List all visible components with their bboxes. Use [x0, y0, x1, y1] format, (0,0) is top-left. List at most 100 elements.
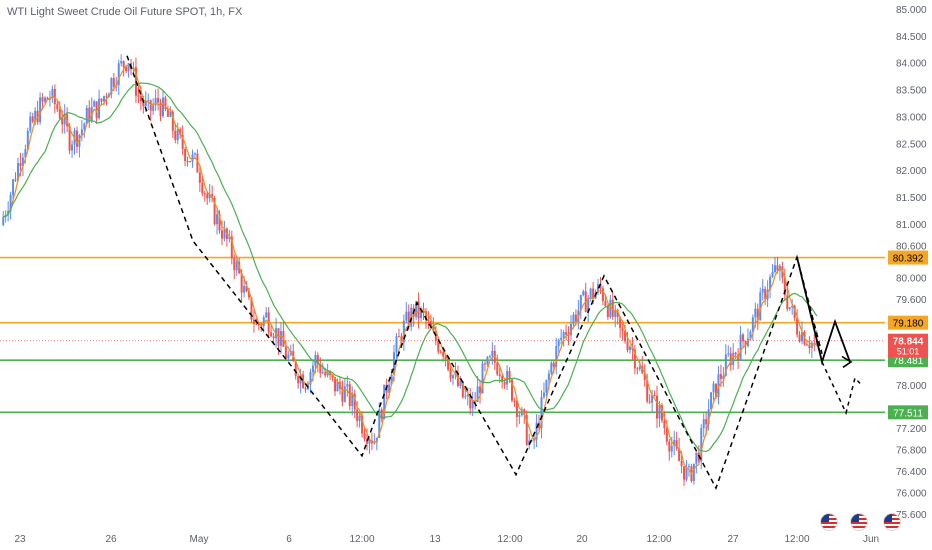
- candle-body: [179, 129, 182, 135]
- candle-body: [12, 179, 15, 195]
- slow-moving-average: [2, 82, 818, 453]
- candle-body: [506, 370, 509, 385]
- candle-body: [759, 292, 762, 321]
- candle-body: [471, 401, 474, 409]
- level-label-box: [888, 315, 928, 330]
- candle-body: [678, 448, 681, 462]
- candle-body: [624, 330, 627, 342]
- candle-body: [705, 419, 708, 425]
- candle-body: [592, 288, 595, 299]
- candle-body: [496, 362, 499, 375]
- candle-body: [304, 387, 307, 390]
- candle-body: [518, 415, 521, 417]
- candle-body: [95, 101, 98, 119]
- candle-body: [248, 291, 251, 298]
- y-tick-label: 80.000: [896, 274, 927, 285]
- candle-body: [105, 96, 108, 98]
- candle-body: [498, 374, 501, 377]
- candle-body: [729, 353, 732, 366]
- candle-body: [363, 433, 366, 439]
- candle-body: [776, 265, 779, 271]
- candle-body: [788, 307, 791, 309]
- candle-body: [103, 96, 105, 102]
- candle-body: [137, 95, 140, 97]
- candle-body: [424, 311, 427, 321]
- candle-body: [257, 324, 260, 326]
- candle-body: [368, 440, 371, 444]
- candle-body: [783, 277, 786, 296]
- candle-body: [540, 397, 543, 429]
- y-tick-label: 79.600: [896, 295, 927, 306]
- candle-body: [29, 116, 32, 131]
- candle-body: [732, 352, 735, 366]
- level-label: 78.481: [893, 356, 924, 367]
- candle-body: [361, 416, 364, 434]
- y-tick-label: 76.400: [896, 467, 927, 478]
- y-tick-label: 83.500: [896, 86, 927, 97]
- candle-body: [702, 419, 705, 429]
- us-flag-icon[interactable]: [850, 513, 868, 531]
- candle-body: [353, 393, 356, 410]
- projection-dashed: [821, 361, 861, 416]
- candle-body: [648, 401, 651, 403]
- candle-body: [56, 104, 59, 110]
- x-tick-label: Jun: [863, 534, 879, 545]
- candle-body: [742, 334, 745, 342]
- candle-body: [658, 405, 661, 419]
- candle-body: [692, 463, 695, 482]
- candle-body: [483, 363, 486, 365]
- candle-body: [604, 301, 607, 306]
- candle-body: [255, 323, 258, 325]
- candle-body: [756, 308, 759, 321]
- candle-body: [58, 109, 61, 119]
- candle-body: [107, 93, 110, 98]
- candle-body: [538, 422, 541, 429]
- candle-body: [83, 123, 86, 130]
- x-tick-label: 12:00: [646, 534, 671, 545]
- candle-body: [402, 320, 405, 343]
- projection-path: [796, 256, 851, 366]
- y-tick-label: 84.000: [896, 59, 927, 70]
- candle-body: [449, 369, 452, 379]
- candle-body: [250, 297, 253, 320]
- candle-body: [171, 111, 174, 131]
- candle-body: [653, 395, 656, 397]
- candle-body: [628, 346, 631, 351]
- level-label: 80.392: [893, 254, 924, 265]
- candle-body: [715, 383, 717, 397]
- candle-body: [220, 230, 223, 239]
- candle-body: [34, 110, 37, 122]
- candle-body: [53, 88, 56, 105]
- us-flag-icon[interactable]: [883, 513, 901, 531]
- candle-body: [663, 420, 666, 429]
- candle-body: [801, 331, 804, 342]
- candle-body: [260, 325, 263, 327]
- candle-body: [791, 305, 794, 308]
- candle-body: [223, 228, 226, 239]
- candle-body: [358, 416, 361, 421]
- candle-body: [331, 375, 334, 378]
- candle-body: [16, 162, 19, 181]
- candle-body: [439, 351, 442, 353]
- candle-body: [651, 395, 654, 403]
- candle-body: [660, 405, 663, 421]
- candle-body: [685, 466, 688, 480]
- candle-body: [233, 258, 236, 271]
- candle-body: [609, 299, 612, 317]
- candle-body: [643, 373, 646, 381]
- candle-body: [287, 354, 290, 359]
- candle-countdown: 51:01: [897, 347, 920, 357]
- candle-body: [633, 349, 636, 369]
- candle-body: [216, 214, 219, 225]
- candle-body: [707, 409, 710, 425]
- candle-body: [380, 409, 383, 420]
- candle-body: [152, 105, 155, 111]
- candle-body: [78, 134, 81, 147]
- candle-body: [365, 438, 368, 444]
- candle-body: [562, 332, 565, 338]
- candle-body: [761, 288, 764, 293]
- candle-body: [294, 361, 297, 377]
- zigzag-pattern: [126, 55, 823, 490]
- us-flag-icon[interactable]: [820, 513, 838, 531]
